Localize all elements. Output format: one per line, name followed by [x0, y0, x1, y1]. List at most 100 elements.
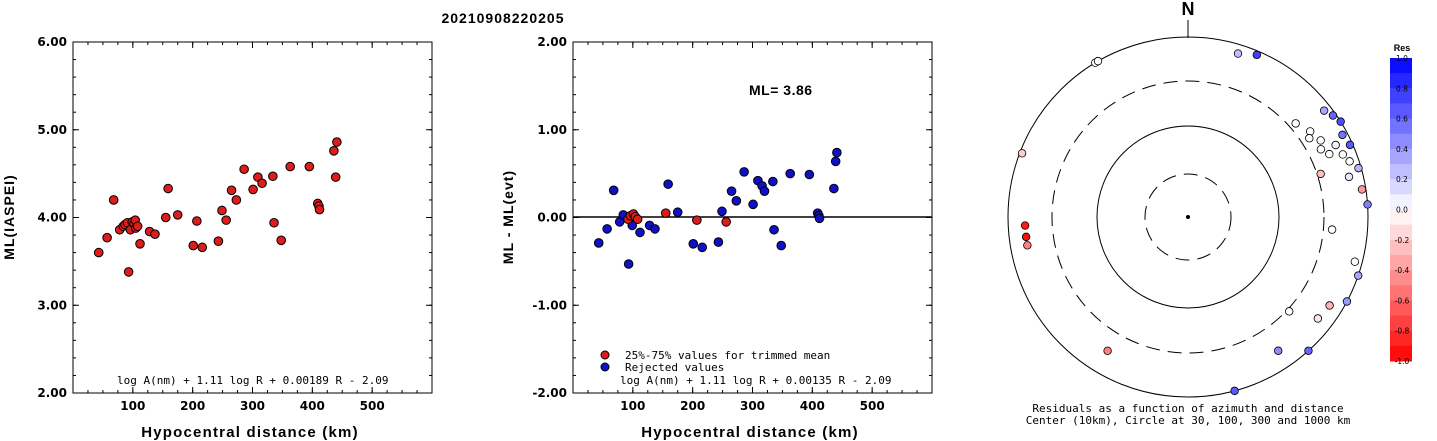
y-tick-label: 4.00: [37, 211, 67, 225]
y-tick-label: 6.00: [37, 35, 67, 49]
epicenter-dot: [1186, 215, 1190, 219]
station-point: [1331, 140, 1340, 150]
event-id-title: 20210908220205: [441, 10, 564, 26]
data-point: [226, 185, 237, 196]
data-point: [623, 259, 634, 269]
data-point: [593, 238, 604, 248]
x-tick-label: 300: [240, 399, 265, 413]
x-tick-label: 300: [740, 399, 765, 413]
data-point: [329, 146, 339, 156]
data-point: [660, 208, 671, 218]
data-point: [697, 242, 708, 253]
station-point: [1344, 172, 1354, 182]
station-point: [1020, 221, 1030, 230]
ring-1000km: [1007, 36, 1369, 398]
data-point: [257, 178, 267, 189]
data-point: [123, 267, 134, 277]
data-point: [285, 161, 295, 172]
plot2-ticks: 100 200 300 400 500 -2.00 -1.00 0.00 1.00 2.00: [532, 35, 933, 413]
data-point: [692, 215, 702, 225]
station-point: [1252, 50, 1262, 60]
y-tick-label: 5.00: [37, 123, 67, 137]
station-point: [1353, 271, 1363, 280]
colorbar-tick-label: 1.0: [1396, 54, 1408, 63]
y-tick-label: 2.00: [37, 386, 67, 400]
data-point: [672, 207, 683, 218]
data-point: [832, 147, 842, 158]
legend-marker-trimmed: [600, 350, 610, 360]
plot1-ylabel: ML(IASPEI): [1, 174, 17, 259]
station-point: [1103, 346, 1112, 356]
colorbar-cell: [1390, 133, 1412, 150]
x-tick-label: 200: [680, 399, 705, 413]
station-point: [1230, 386, 1239, 396]
colorbar-tick-label: -1.0: [1395, 357, 1410, 366]
data-point: [717, 206, 727, 217]
station-point: [1274, 346, 1283, 355]
plot1-points: [93, 137, 342, 277]
colorbar-cell: [1390, 209, 1412, 226]
data-point: [814, 213, 825, 224]
data-point: [721, 217, 731, 227]
data-point: [248, 184, 258, 195]
x-tick-label: 400: [300, 399, 325, 413]
x-tick-label: 100: [120, 399, 145, 413]
station-point: [1328, 111, 1338, 120]
station-point: [1093, 56, 1103, 66]
data-point: [213, 236, 224, 246]
colorbar-tick-label: 0.8: [1396, 84, 1408, 93]
station-point: [1363, 200, 1372, 209]
y-tick-label: 1.00: [537, 123, 567, 137]
colorbar-cell: [1390, 164, 1412, 180]
colorbar-tick-label: -0.2: [1395, 236, 1410, 245]
plot2-formula: log A(nm) + 1.11 log R + 0.00135 R - 2.0…: [620, 374, 892, 387]
data-point: [239, 164, 249, 175]
colorbar-cell: [1390, 118, 1412, 135]
station-point: [1021, 232, 1031, 242]
station-point: [1316, 169, 1325, 179]
legend-label-trimmed: 25%-75% values for trimmed mean: [625, 349, 830, 362]
colorbar-tick-label: 0.2: [1396, 175, 1408, 184]
station-point: [1305, 134, 1314, 143]
data-point: [608, 185, 619, 196]
colorbar-tick-label: 0.4: [1396, 145, 1408, 154]
station-point: [1350, 257, 1360, 266]
colorbar-cell: [1390, 270, 1412, 286]
colorbar-tick-label: -0.4: [1395, 266, 1410, 275]
station-point: [1342, 297, 1352, 306]
colorbar-cell: [1390, 73, 1412, 89]
data-point: [785, 168, 795, 179]
plot1-xlabel: Hypocentral distance (km): [141, 424, 359, 441]
data-point: [314, 204, 325, 215]
plot2-ylabel: ML - ML(evt): [500, 170, 516, 264]
station-point: [1304, 346, 1313, 355]
data-point: [276, 235, 287, 246]
station-point: [1313, 314, 1323, 323]
plot2-xlabel: Hypocentral distance (km): [641, 424, 859, 441]
data-point: [804, 169, 815, 180]
x-tick-label: 400: [800, 399, 825, 413]
data-point: [731, 196, 742, 206]
plot2-points: [593, 147, 842, 269]
y-tick-label: 2.00: [537, 35, 567, 49]
data-point: [221, 215, 231, 225]
data-point: [93, 247, 104, 258]
colorbar-labels: 1.0 0.8 0.6 0.4 0.2 0.0 -0.2 -0.4 -0.6 -0.8 -1.0: [1395, 54, 1410, 366]
y-tick-label: 3.00: [37, 298, 67, 312]
legend-label-rejected: Rejected values: [625, 361, 724, 374]
polar-points: [1017, 49, 1372, 396]
x-tick-label: 100: [620, 399, 645, 413]
colorbar-title: Res: [1394, 43, 1411, 53]
plot1-ticks: 100 200 300 400 500 2.00 3.00 4.00 5.00 6.00: [37, 35, 433, 413]
data-point: [635, 227, 645, 238]
data-point: [663, 179, 673, 189]
data-point: [269, 217, 279, 228]
colorbar-tick-label: -0.6: [1395, 296, 1410, 305]
station-point: [1336, 117, 1345, 126]
y-tick-label: -2.00: [532, 386, 567, 400]
data-point: [197, 242, 208, 253]
ml-annotation: ML= 3.86: [749, 82, 813, 98]
data-point: [132, 221, 143, 232]
north-label: N: [1182, 0, 1195, 19]
